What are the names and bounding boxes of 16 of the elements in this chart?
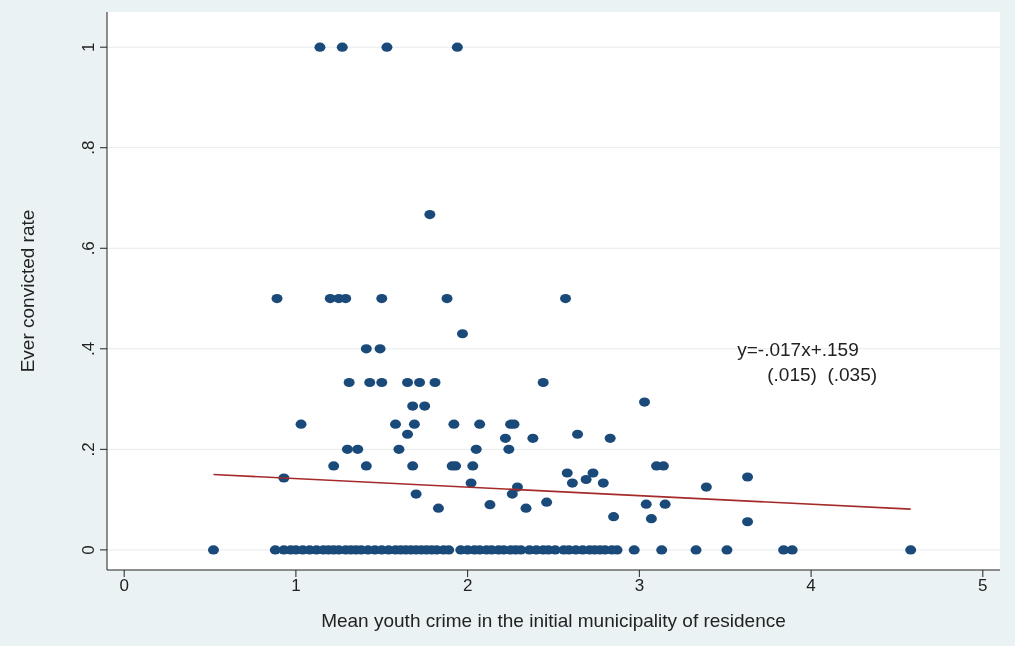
- y-tick-label: .8: [79, 140, 98, 155]
- y-tick-label: .4: [79, 341, 98, 356]
- annotation: y=-.017x+.159: [737, 338, 859, 361]
- y-axis-title: Ever convicted rate: [17, 209, 39, 373]
- x-tick-label: 5: [978, 576, 988, 596]
- x-tick-label: 4: [806, 576, 816, 596]
- x-tick-label: 3: [634, 576, 645, 596]
- y-tick-label: .6: [79, 241, 98, 256]
- x-tick-label: 1: [291, 576, 301, 596]
- y-tick-label: 0: [79, 545, 98, 555]
- y-tick-label: 1: [79, 42, 98, 52]
- y-tick-label: .2: [79, 442, 98, 457]
- x-tick-label: 2: [462, 576, 473, 596]
- x-axis-title: Mean youth crime in the initial municipality of residence: [320, 610, 787, 632]
- x-tick-label: 0: [119, 576, 129, 596]
- annotation: (.015) (.035): [767, 363, 878, 386]
